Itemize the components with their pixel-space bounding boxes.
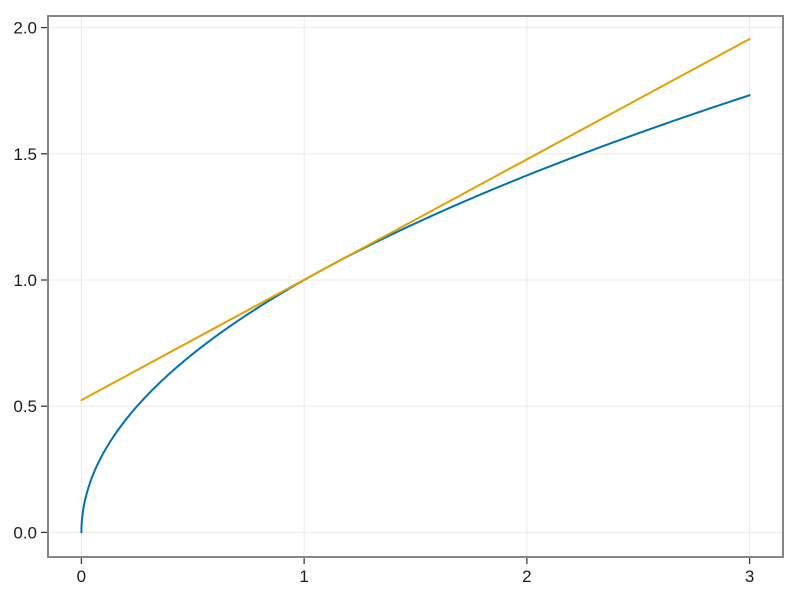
y-tick-label: 2.0 (13, 19, 37, 38)
y-tick-label: 0.5 (13, 397, 37, 416)
y-tick-label: 1.5 (13, 145, 37, 164)
x-tick-label: 1 (299, 567, 308, 586)
x-tick-label: 0 (77, 567, 86, 586)
y-tick-label: 0.0 (13, 523, 37, 542)
x-tick-label: 3 (745, 567, 754, 586)
series-sqrt-curve (80, 94, 751, 534)
x-tick-label: 2 (522, 567, 531, 586)
series-tangent-line (80, 37, 751, 402)
y-tick-label: 1.0 (13, 271, 37, 290)
axis-frame (47, 15, 784, 558)
